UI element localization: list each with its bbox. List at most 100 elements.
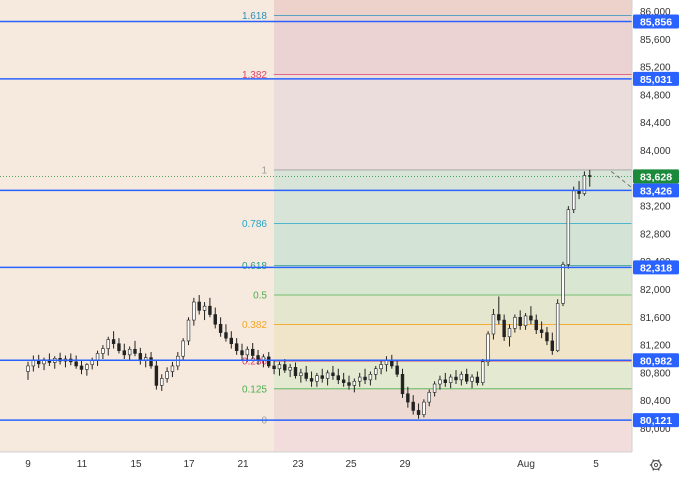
candle-body — [79, 365, 84, 370]
price-tick-label: 84,000 — [640, 146, 671, 157]
time-tick-label: 21 — [237, 459, 249, 470]
candle-body — [26, 365, 30, 372]
candle-body — [497, 314, 501, 321]
price-tick-label: 84,400 — [640, 118, 671, 129]
candle-body — [352, 380, 357, 386]
candle-body — [299, 372, 303, 376]
gear-icon[interactable] — [649, 459, 663, 471]
price-level-tag[interactable] — [633, 183, 679, 198]
gear-icon-hub — [653, 462, 659, 468]
fib-zone — [274, 74, 632, 170]
candle-body — [384, 360, 389, 365]
candle-body — [432, 383, 437, 393]
candle-body — [133, 348, 137, 354]
candle-body — [545, 332, 549, 342]
candle-body — [422, 401, 426, 415]
price-tick-label: 81,200 — [640, 341, 671, 352]
candle-body — [192, 301, 196, 321]
candle-body — [283, 364, 287, 371]
fib-level-label: 0.618 — [242, 261, 267, 272]
candle-body — [320, 375, 324, 379]
candle-body — [197, 301, 201, 311]
candle-body — [95, 353, 100, 361]
candle-body — [390, 360, 394, 367]
candle-body — [138, 353, 143, 361]
candle-body — [374, 368, 378, 375]
candle-body — [341, 379, 346, 383]
candle-body — [288, 367, 292, 371]
horizontal-levels[interactable] — [0, 20, 632, 421]
candle-body — [406, 393, 410, 403]
candle-body — [566, 209, 571, 265]
fib-level-label: 1 — [261, 165, 267, 176]
time-axis-background — [0, 452, 680, 478]
fib-level-label: 1.618 — [242, 11, 267, 22]
candle-body — [272, 365, 276, 370]
candle-body — [523, 315, 528, 326]
price-level-tag[interactable] — [633, 14, 679, 29]
price-level-tag-label: 83,628 — [640, 171, 672, 183]
time-tick-label: Aug — [517, 459, 535, 470]
price-tick-label: 81,600 — [640, 313, 671, 324]
candle-body — [213, 314, 217, 325]
price-level-tag-label: 85,031 — [640, 74, 672, 86]
fib-zone-bottom — [274, 420, 632, 452]
candle-body — [229, 337, 233, 345]
fib-zone — [274, 265, 632, 296]
price-tick-label: 80,400 — [640, 396, 671, 407]
price-tick-label: 86,000 — [640, 7, 671, 18]
candle-body — [416, 410, 421, 415]
candle-body — [443, 379, 447, 383]
price-level-tag[interactable] — [633, 353, 679, 368]
candle-body — [513, 316, 517, 329]
candle-body — [106, 339, 110, 349]
price-level-tag[interactable] — [633, 71, 679, 86]
price-tick-label: 80,000 — [640, 424, 671, 435]
candle-body — [464, 373, 469, 382]
price-level-tag[interactable] — [633, 260, 679, 275]
candle-body — [293, 367, 298, 376]
candle-body — [181, 340, 185, 357]
candle-body — [186, 319, 191, 342]
fib-zone — [274, 295, 632, 325]
time-tick-label: 25 — [345, 459, 357, 470]
candle-body — [218, 323, 223, 333]
gear-icon-tooth — [652, 468, 655, 471]
candle-body — [315, 375, 319, 382]
candle-body — [459, 373, 464, 381]
candle-body — [400, 373, 405, 395]
fibonacci-extension[interactable]: 1.618 1.382 1 0.786 0.618 0.5 0.382 0.236 0.125 0 — [242, 0, 632, 452]
candle-body — [491, 314, 496, 335]
candle-body — [534, 319, 538, 331]
price-level-tag-label: 82,318 — [640, 262, 672, 274]
fib-zone — [274, 15, 632, 75]
candle-body — [127, 348, 132, 356]
price-axis[interactable]: 86,000 85,600 85,200 84,800 84,400 84,000 83,6… — [631, 0, 680, 452]
candle-body — [448, 376, 453, 383]
candle-body — [267, 356, 271, 367]
price-tick-label: 82,800 — [640, 229, 671, 240]
candle-body — [347, 382, 351, 386]
time-tick-label: 17 — [183, 459, 195, 470]
price-tick-label: 80,800 — [640, 368, 671, 379]
candle-body — [117, 343, 121, 351]
candle-body — [160, 378, 164, 386]
candle-body — [122, 350, 127, 356]
candle-body — [170, 365, 175, 372]
candle-body — [234, 343, 239, 351]
candle-body — [357, 376, 362, 382]
candle-body — [208, 305, 212, 315]
price-tick-label: 85,200 — [640, 63, 671, 74]
time-axis[interactable]: 9 11 15 17 21 23 25 29 Aug 5 — [0, 451, 680, 478]
price-level-tag-label: 83,426 — [640, 185, 672, 197]
price-level-tag[interactable] — [633, 413, 679, 428]
candle-body — [582, 175, 587, 194]
candle-body — [240, 350, 244, 356]
price-level-tag[interactable] — [633, 169, 679, 184]
candle-body — [325, 372, 330, 379]
time-tick-label: 23 — [292, 459, 304, 470]
candle-body — [518, 316, 522, 326]
candle-body — [427, 392, 431, 403]
candle-body — [507, 328, 512, 338]
